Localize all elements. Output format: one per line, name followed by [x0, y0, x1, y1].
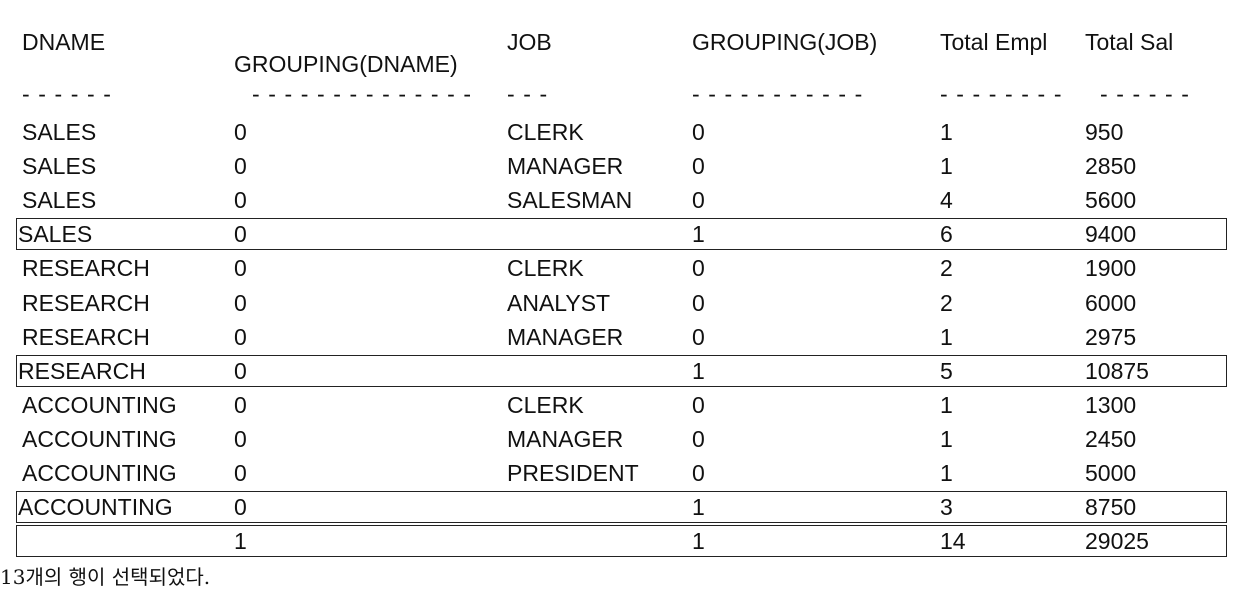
- table-cell: 0: [234, 221, 247, 248]
- table-cell: 1: [940, 425, 953, 452]
- header-separator: --------: [940, 81, 1071, 107]
- table-cell: 2: [940, 255, 953, 282]
- column-header: JOB: [507, 29, 552, 55]
- table-cell: 0: [234, 460, 247, 486]
- table-cell: 5000: [1085, 460, 1137, 486]
- table-cell: 4: [940, 187, 953, 214]
- table-cell: 0: [234, 187, 247, 214]
- table-cell: 0: [234, 255, 247, 282]
- column-header: Total Empl: [940, 29, 1048, 55]
- table-cell: 1: [692, 357, 705, 384]
- table-cell: 1: [940, 323, 953, 350]
- table-cell: 0: [692, 153, 705, 180]
- status-message: 13개의 행이 선택되었다.: [0, 565, 211, 589]
- table-cell: 1: [940, 391, 953, 418]
- table-cell: RESEARCH: [18, 357, 146, 384]
- table-cell: 0: [234, 391, 247, 418]
- table-cell: ACCOUNTING: [22, 391, 177, 418]
- header-separator: ---: [507, 81, 556, 107]
- subtotal-row-box: [16, 525, 1227, 558]
- header-separator: -----------: [692, 81, 871, 107]
- table-cell: ANALYST: [507, 289, 611, 316]
- table-cell: 0: [692, 255, 705, 282]
- header-separator: ------: [22, 81, 120, 107]
- subtotal-row-box: [16, 491, 1227, 524]
- table-cell: 1: [940, 153, 953, 180]
- table-cell: 0: [692, 391, 705, 418]
- table-cell: 0: [692, 187, 705, 214]
- table-cell: 2850: [1085, 153, 1137, 180]
- table-cell: 0: [234, 323, 247, 350]
- table-cell: SALES: [22, 153, 97, 180]
- table-cell: 9400: [1085, 221, 1137, 248]
- table-cell: 3: [940, 494, 953, 521]
- table-cell: SALES: [22, 187, 97, 214]
- table-cell: MANAGER: [507, 323, 624, 350]
- table-cell: SALESMAN: [507, 187, 633, 214]
- table-cell: 6: [940, 221, 953, 248]
- table-cell: 1: [234, 528, 247, 555]
- table-cell: PRESIDENT: [507, 460, 639, 486]
- table-cell: 0: [234, 289, 247, 316]
- table-cell: 0: [234, 119, 247, 145]
- table-cell: 5: [940, 357, 953, 384]
- table-cell: SALES: [22, 119, 97, 145]
- subtotal-row-box: [16, 354, 1227, 387]
- table-cell: RESEARCH: [22, 289, 150, 316]
- table-cell: 950: [1085, 119, 1124, 145]
- column-header: GROUPING(DNAME): [234, 51, 458, 77]
- header-separator: --------------: [252, 81, 480, 107]
- table-cell: ACCOUNTING: [22, 425, 177, 452]
- table-cell: 0: [692, 425, 705, 452]
- table-cell: 0: [234, 153, 247, 180]
- table-cell: 8750: [1085, 494, 1137, 521]
- table-cell: ACCOUNTING: [18, 494, 173, 521]
- column-header: Total Sal: [1085, 29, 1174, 55]
- table-cell: 0: [692, 119, 705, 145]
- table-cell: 0: [234, 357, 247, 384]
- table-cell: 1: [940, 119, 953, 145]
- table-cell: 10875: [1085, 357, 1149, 384]
- table-cell: 2: [940, 289, 953, 316]
- table-cell: 1300: [1085, 391, 1137, 418]
- table-cell: 0: [692, 289, 705, 316]
- table-cell: 14: [940, 528, 966, 555]
- table-cell: 1: [692, 528, 705, 555]
- table-cell: 1: [940, 460, 953, 486]
- table-cell: CLERK: [507, 391, 584, 418]
- table-cell: 0: [234, 494, 247, 521]
- table-cell: 0: [692, 323, 705, 350]
- table-cell: SALES: [18, 221, 93, 248]
- header-separator: ------: [1100, 81, 1198, 107]
- table-cell: CLERK: [507, 119, 584, 145]
- table-cell: 1: [692, 221, 705, 248]
- table-cell: 6000: [1085, 289, 1137, 316]
- table-cell: CLERK: [507, 255, 584, 282]
- table-cell: MANAGER: [507, 153, 624, 180]
- table-cell: 29025: [1085, 528, 1149, 555]
- table-cell: RESEARCH: [22, 255, 150, 282]
- table-cell: 2450: [1085, 425, 1137, 452]
- table-cell: 0: [692, 460, 705, 486]
- column-header: GROUPING(JOB): [692, 29, 878, 55]
- table-cell: 5600: [1085, 187, 1137, 214]
- table-cell: 0: [234, 425, 247, 452]
- column-header: DNAME: [22, 29, 106, 55]
- table-cell: 2975: [1085, 323, 1137, 350]
- subtotal-row-box: [16, 218, 1227, 251]
- table-cell: 1900: [1085, 255, 1137, 282]
- table-cell: RESEARCH: [22, 323, 150, 350]
- table-cell: 1: [692, 494, 705, 521]
- table-cell: MANAGER: [507, 425, 624, 452]
- table-cell: ACCOUNTING: [22, 460, 177, 486]
